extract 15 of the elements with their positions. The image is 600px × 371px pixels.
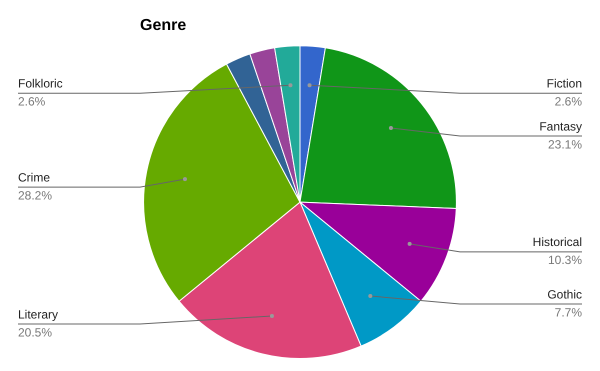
slice-label: Literary (18, 307, 58, 322)
slice-label: Gothic (547, 287, 582, 302)
chart-title: Genre (140, 17, 186, 34)
data-label: 2.6% (18, 94, 46, 108)
slice-label: Fantasy (539, 119, 582, 134)
slice-label: Crime (18, 170, 50, 184)
data-label: 23.1% (548, 137, 582, 152)
slice-label: Fiction (546, 76, 582, 90)
data-label: 10.3% (548, 253, 582, 268)
data-label: 2.6% (554, 94, 582, 108)
slice-label: Historical (532, 235, 582, 250)
data-label: 7.7% (554, 305, 582, 320)
slice-label: Folkloric (18, 76, 63, 90)
data-label: 28.2% (18, 188, 52, 202)
data-label: 20.5% (18, 325, 52, 340)
